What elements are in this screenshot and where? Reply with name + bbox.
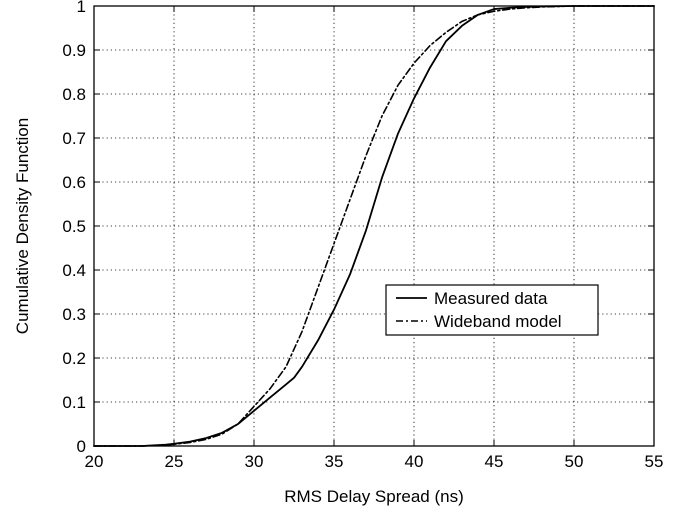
y-tick-label: 0.9 [62,41,86,60]
y-tick-label: 0.5 [62,217,86,236]
x-tick-label: 20 [85,452,104,471]
legend: Measured data Wideband model [385,284,599,336]
series-line-wideband-model [93,5,655,447]
y-tick-label: 0.8 [62,85,86,104]
y-tick-label: 0 [77,437,86,456]
x-tick-label: 55 [645,452,664,471]
legend-box [385,284,599,336]
y-tick-label: 1 [77,0,86,16]
y-tick-label: 0.3 [62,305,86,324]
y-tick-label: 0.4 [62,261,86,280]
legend-label-measured: Measured data [434,289,548,308]
x-tick-label: 35 [325,452,344,471]
x-axis-label: RMS Delay Spread (ns) [284,487,464,506]
y-axis-label: Cumulative Density Function [13,118,32,334]
series-line-measured-data [93,5,655,447]
grid [94,6,654,446]
plot-frame [93,5,655,447]
y-tick-label: 0.7 [62,129,86,148]
y-tick-label: 0.1 [62,393,86,412]
y-tick-label: 0.6 [62,173,86,192]
ticks: 20 25 30 35 40 45 50 55 0 0.1 0.2 0.3 0.4 0.5 0.6 0.7 0.… [62,0,663,471]
x-tick-label: 50 [565,452,584,471]
x-tick-label: 30 [245,452,264,471]
x-tick-label: 40 [405,452,424,471]
series-lines [93,5,655,447]
x-tick-label: 45 [485,452,504,471]
x-tick-label: 25 [165,452,184,471]
legend-label-wideband: Wideband model [434,312,562,331]
y-tick-label: 0.2 [62,349,86,368]
